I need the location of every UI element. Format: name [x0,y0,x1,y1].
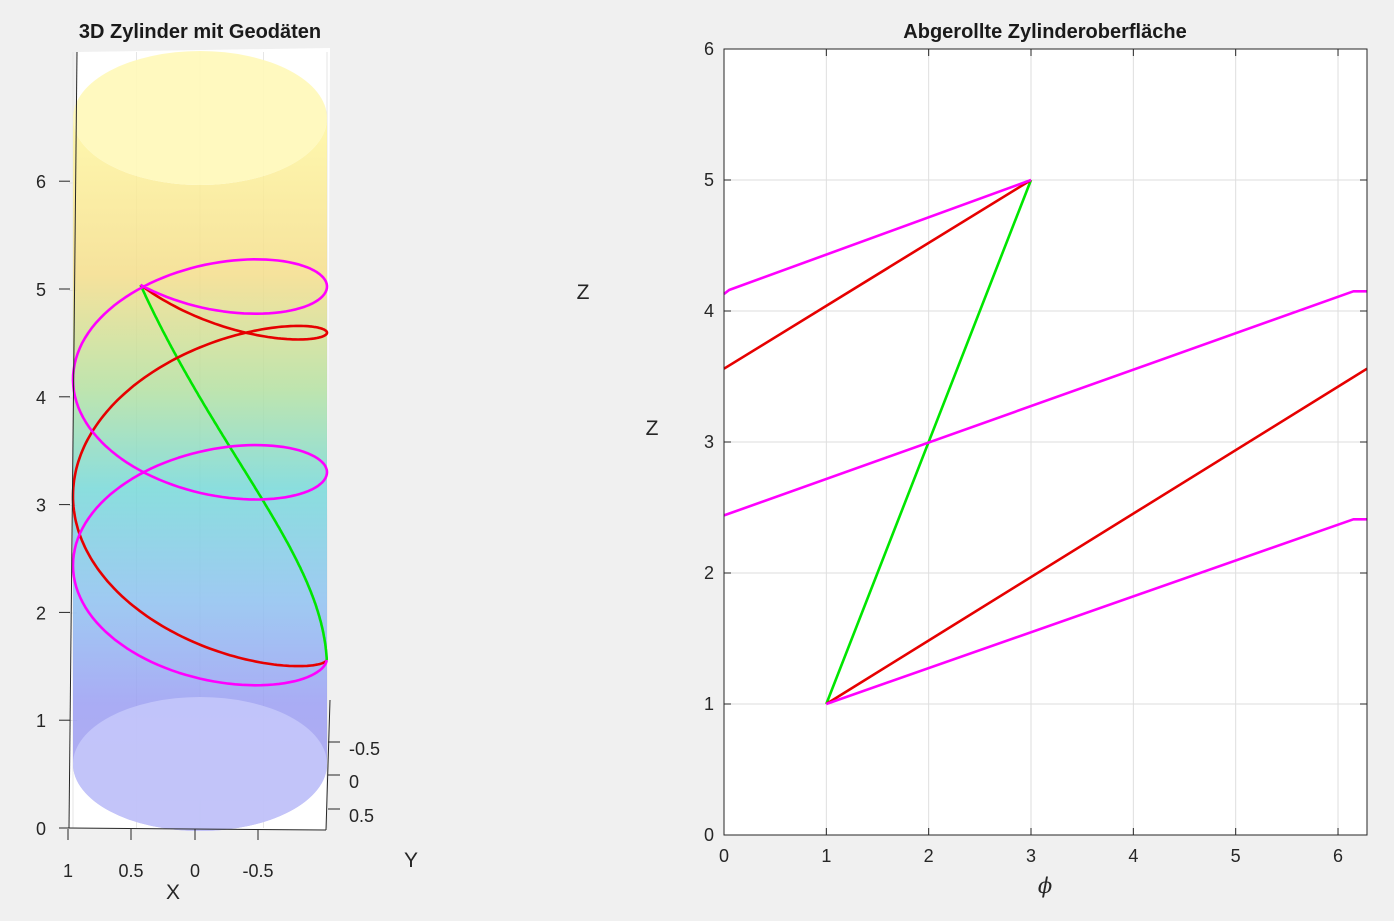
plot3d-xlabel: X [166,881,180,904]
z-tick-label: 3 [36,496,46,516]
series-line [723,178,1032,370]
x-tick-label: 0 [719,846,729,866]
y-tick-label: 0.5 [349,806,374,826]
cylinder-surface [73,51,327,831]
series-line [825,367,1368,706]
y-tick-label: 6 [704,39,714,59]
plot2d-ticks: 0 1 2 3 4 5 6 0 1 2 3 4 5 6 [704,39,1367,866]
x-tick-label: 4 [1128,846,1138,866]
plot2d-lines [723,178,1368,706]
plot3d-geodesics [71,257,329,687]
unrolled-surface-plot: 0 1 2 3 4 5 6 0 1 2 3 4 5 6 Abgerollte Zylinderoberfl… [646,21,1368,898]
x-tick-label: 1 [821,846,831,866]
series-line [723,178,1032,296]
y-tick-label: 0 [349,772,359,792]
z-axis-line [68,51,78,829]
x-tick-label: 5 [1231,846,1241,866]
x-tick-label: 6 [1333,846,1343,866]
z-tick-label: 1 [36,711,46,731]
y-tick-label: -0.5 [349,739,380,759]
z-tick-label: 0 [36,819,46,839]
z-tick-label: 6 [36,172,46,192]
x-tick-label: 0 [190,861,200,881]
y-tick-label: 0 [704,825,714,845]
plot3d-title: 3D Zylinder mit Geodäten [79,21,321,43]
x-tick-label: 2 [924,846,934,866]
series-line [825,517,1367,706]
cylinder-top-cap [73,51,327,185]
z-tick-label: 5 [36,280,46,300]
x-tick-label: 0.5 [118,861,143,881]
plot2d-grid [724,49,1367,835]
plot2d-ylabel: Z [646,417,659,440]
geodesic-curve [71,283,329,668]
plot3d-ylabel: Y [404,849,418,872]
y-tick-label: 1 [704,694,714,714]
geodesic-curve [71,257,329,687]
x-tick-label: -0.5 [242,861,273,881]
z-tick-label: 2 [36,603,46,623]
x-axis-line [68,827,327,831]
y-tick-label: 2 [704,563,714,583]
plot3d-axes: 0 1 2 3 4 5 6 1 0.5 0 -0.5 -0.5 0 0.5 [36,51,380,881]
y-axis-line [325,699,331,831]
plot3d-zlabel: Z [577,281,590,304]
y-tick-label: 5 [704,170,714,190]
series-line [723,289,1367,517]
cylinder-bottom-cap [73,697,327,831]
z-tick-label: 4 [36,388,46,408]
y-tick-label: 4 [704,301,714,321]
x-tick-label: 3 [1026,846,1036,866]
x-tick-label: 1 [63,861,73,881]
plot2d-xlabel: ϕ [1038,874,1052,898]
y-tick-label: 3 [704,432,714,452]
plot2d-title: Abgerollte Zylinderoberfläche [903,21,1186,43]
cylinder-3d-plot: 0 1 2 3 4 5 6 1 0.5 0 -0.5 -0.5 0 0.5 3D Zylinder mit… [36,21,590,904]
